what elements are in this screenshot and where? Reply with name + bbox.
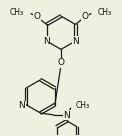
Text: CH₃: CH₃ — [10, 8, 24, 17]
Text: O: O — [57, 58, 65, 67]
Text: O: O — [82, 12, 89, 21]
Text: O: O — [57, 58, 65, 67]
Text: CH₃: CH₃ — [98, 8, 112, 17]
Text: O: O — [33, 12, 40, 21]
Text: N: N — [63, 111, 70, 120]
Text: CH₃: CH₃ — [76, 101, 90, 110]
Text: N: N — [43, 37, 50, 46]
Text: N: N — [72, 37, 79, 46]
Text: N: N — [18, 101, 25, 110]
